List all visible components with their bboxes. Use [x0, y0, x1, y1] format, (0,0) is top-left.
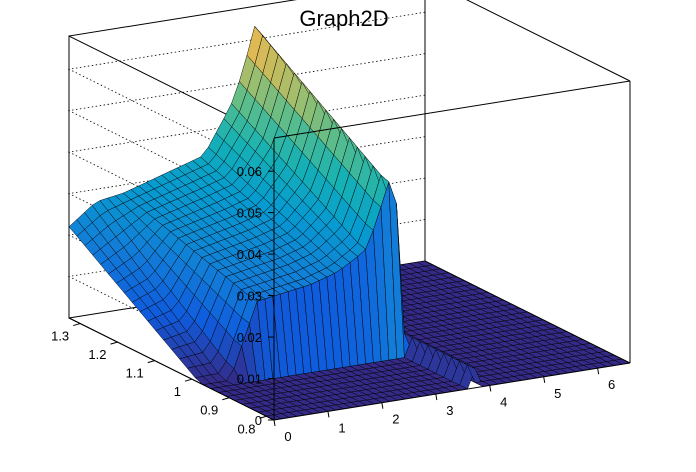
y-tick-mark — [147, 360, 155, 364]
y-tick-label: 1.2 — [88, 347, 106, 362]
y-tick-label: 0.9 — [200, 403, 218, 418]
z-tick-label: 0.05 — [237, 206, 262, 221]
x-tick-mark — [435, 394, 438, 401]
x-tick-label: 0 — [284, 429, 291, 444]
x-tick-mark — [597, 368, 600, 375]
x-tick-mark — [327, 411, 330, 418]
x-tick-mark — [381, 402, 384, 409]
y-axis-line — [68, 317, 275, 421]
frame-layer — [68, 0, 631, 427]
x-tick-label: 1 — [338, 420, 345, 435]
x-tick-mark — [273, 419, 276, 427]
x-tick-label: 2 — [392, 412, 399, 427]
frame-edge — [273, 80, 631, 139]
frame-edge — [424, 260, 631, 364]
x-tick-label: 5 — [554, 386, 561, 401]
x-tick-label: 3 — [446, 403, 453, 418]
y-tick-mark — [184, 378, 193, 382]
y-tick-label: 1 — [174, 384, 181, 399]
label-layer: 0 1 2 3 4 5 6 0.8 0.9 1 1.1 1.2 1.3 0 0.01 0.02 0.03 0.04… — [51, 164, 615, 444]
surface-layer — [68, 26, 631, 421]
x-tick-label: 6 — [608, 377, 615, 392]
z-tick-label: 0.03 — [237, 289, 262, 304]
x-tick-label: 4 — [500, 394, 507, 409]
z-tick-label: 0.02 — [237, 330, 262, 345]
chart-title: Graph2D — [299, 6, 388, 31]
y-tick-mark — [73, 323, 81, 327]
z-tick-label: 0 — [255, 413, 262, 428]
z-gridline — [67, 11, 426, 172]
z-tick-label: 0.01 — [237, 372, 262, 387]
y-tick-mark — [259, 415, 267, 419]
y-tick-label: 1.3 — [51, 329, 69, 344]
y-tick-mark — [110, 341, 118, 345]
frame-edge — [466, 0, 631, 82]
y-tick-mark — [222, 397, 230, 401]
z-tick-label: 0.04 — [237, 247, 262, 262]
y-tick-label: 1.1 — [126, 366, 144, 381]
x-tick-mark — [489, 385, 492, 392]
z-tick-label: 0.06 — [237, 164, 262, 179]
frame-edge — [273, 362, 631, 421]
x-tick-mark — [543, 376, 546, 383]
y-tick-label: 0.8 — [237, 421, 255, 436]
